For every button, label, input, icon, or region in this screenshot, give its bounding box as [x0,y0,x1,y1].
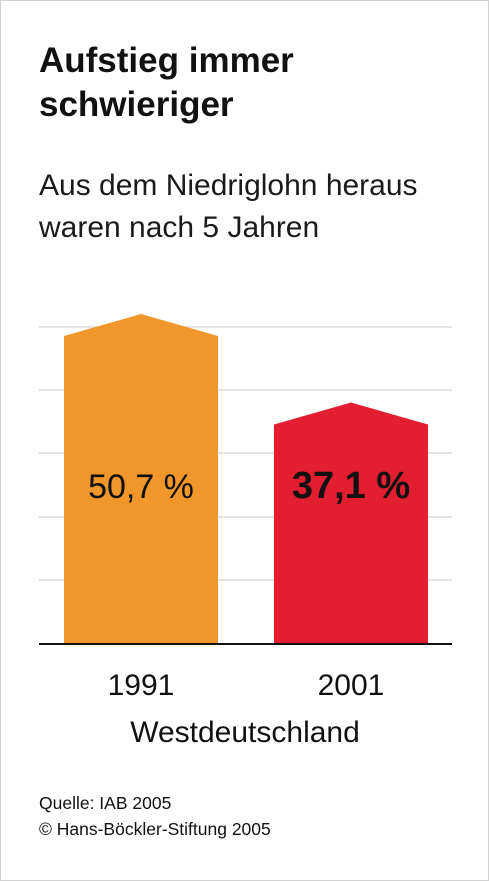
subtitle-line-1: Aus dem Niedriglohn heraus [39,169,418,202]
x-tick-label-1991: 1991 [108,669,175,702]
value-label-2001: 37,1 % [292,465,410,507]
x-tick-label-2001: 2001 [318,669,385,702]
subtitle-line-2: waren nach 5 Jahren [39,211,320,244]
source-text: Quelle: IAB 2005 [39,793,172,813]
chart-subtitle: Aus dem Niedriglohn heraus waren nach 5 … [39,165,479,249]
title-line-1: Aufstieg immer [39,41,294,80]
x-axis-label: Westdeutschland [130,716,360,749]
value-label-1991: 50,7 % [88,468,194,506]
title-line-2: schwieriger [39,85,234,124]
chart-title: Aufstieg immer schwieriger [39,39,459,127]
bar-chart: 50,7 % 37,1 % 1991 2001 Westdeutschland [39,314,452,749]
copyright-text: © Hans-Böckler-Stiftung 2005 [39,819,271,839]
bar-2001 [274,402,428,644]
bar-1991 [64,314,218,644]
source-note: Quelle: IAB 2005 © Hans-Böckler-Stiftung… [39,790,271,842]
